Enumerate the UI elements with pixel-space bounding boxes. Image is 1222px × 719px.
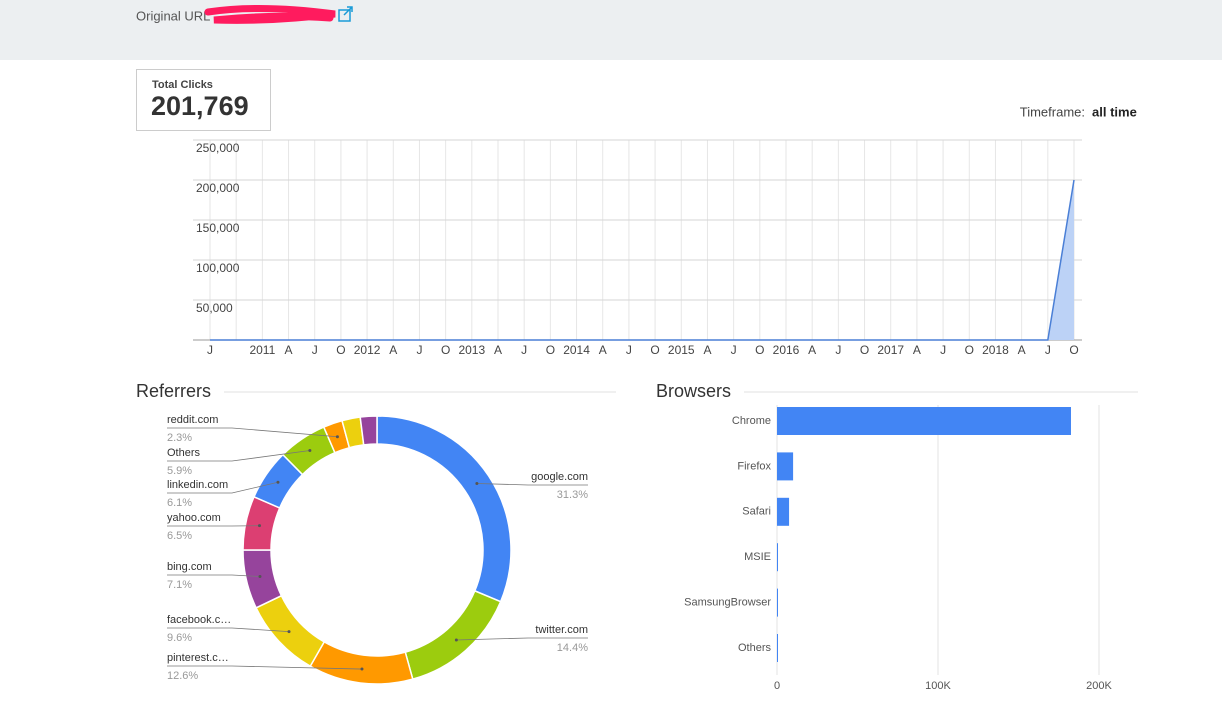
chart-title: Browsers xyxy=(656,381,731,401)
x-tick-label: O xyxy=(441,343,450,357)
x-tick-label: J xyxy=(312,343,318,357)
x-tick-label: O xyxy=(336,343,345,357)
y-tick-label: Others xyxy=(738,642,772,654)
donut-slice xyxy=(243,550,281,608)
y-tick-label: Safari xyxy=(742,506,771,518)
y-tick-label: 100,000 xyxy=(196,261,240,275)
leader-dot xyxy=(336,435,339,438)
slice-label: twitter.com xyxy=(535,624,588,636)
bar xyxy=(777,589,778,617)
donut-slice xyxy=(377,416,511,602)
x-tick-label: 2013 xyxy=(458,343,485,357)
bar xyxy=(777,634,778,662)
timeframe-label: Timeframe: xyxy=(1020,104,1085,119)
bar xyxy=(777,498,789,526)
x-tick-label: J xyxy=(1045,343,1051,357)
x-tick-label: O xyxy=(650,343,659,357)
x-tick-label: A xyxy=(285,343,293,357)
slice-label: linkedin.com xyxy=(167,479,228,491)
stat-label: Total Clicks xyxy=(152,79,213,91)
x-tick-label: O xyxy=(1069,343,1078,357)
y-tick-label: 250,000 xyxy=(196,141,240,155)
y-tick-label: Chrome xyxy=(732,415,771,427)
slice-label: reddit.com xyxy=(167,414,218,426)
leader-dot xyxy=(258,575,261,578)
x-tick-label: A xyxy=(808,343,816,357)
x-tick-label: 200K xyxy=(1086,680,1112,692)
x-tick-label: J xyxy=(835,343,841,357)
x-tick-label: J xyxy=(626,343,632,357)
bar xyxy=(777,452,793,480)
donut-slice xyxy=(405,591,500,679)
leader-dot xyxy=(258,524,261,527)
x-tick-label: 2014 xyxy=(563,343,590,357)
donut-slice xyxy=(310,642,413,684)
leader-dot xyxy=(288,630,291,633)
x-tick-label: 2015 xyxy=(668,343,695,357)
y-tick-label: SamsungBrowser xyxy=(684,597,771,609)
x-tick-label: J xyxy=(940,343,946,357)
leader-dot xyxy=(308,449,311,452)
x-tick-label: 2016 xyxy=(773,343,800,357)
x-tick-label: 100K xyxy=(925,680,951,692)
x-tick-label: A xyxy=(389,343,397,357)
slice-label: yahoo.com xyxy=(167,512,221,524)
slice-label: google.com xyxy=(531,471,588,483)
x-tick-label: A xyxy=(703,343,711,357)
x-tick-label: J xyxy=(207,343,213,357)
slice-value-label: 31.3% xyxy=(557,489,588,501)
slice-value-label: 2.3% xyxy=(167,432,192,444)
y-tick-label: 150,000 xyxy=(196,221,240,235)
x-tick-label: J xyxy=(521,343,527,357)
x-tick-label: O xyxy=(965,343,974,357)
leader-dot xyxy=(475,482,478,485)
stat-value: 201,769 xyxy=(151,91,249,121)
slice-label: Others xyxy=(167,447,201,459)
slice-label: facebook.c… xyxy=(167,614,231,626)
slice-value-label: 7.1% xyxy=(167,579,192,591)
y-tick-label: 200,000 xyxy=(196,181,240,195)
y-tick-label: Firefox xyxy=(737,460,771,472)
donut-slice xyxy=(360,416,377,445)
chart-title: Referrers xyxy=(136,381,211,401)
x-tick-label: A xyxy=(494,343,502,357)
x-tick-label: O xyxy=(546,343,555,357)
y-tick-label: 50,000 xyxy=(196,301,233,315)
leader-dot xyxy=(455,639,458,642)
x-tick-label: A xyxy=(1018,343,1026,357)
x-tick-label: 2017 xyxy=(877,343,904,357)
x-tick-label: J xyxy=(416,343,422,357)
slice-value-label: 6.1% xyxy=(167,497,192,509)
slice-value-label: 9.6% xyxy=(167,632,192,644)
x-tick-label: 2018 xyxy=(982,343,1009,357)
slice-value-label: 6.5% xyxy=(167,530,192,542)
slice-value-label: 14.4% xyxy=(557,642,588,654)
timeframe-value[interactable]: all time xyxy=(1092,104,1137,119)
x-tick-label: 0 xyxy=(774,680,780,692)
y-tick-label: MSIE xyxy=(744,551,771,563)
leader-dot xyxy=(276,481,279,484)
leader-dot xyxy=(360,668,363,671)
x-tick-label: O xyxy=(755,343,764,357)
url-label: Original URL xyxy=(136,8,210,23)
x-tick-label: O xyxy=(860,343,869,357)
x-tick-label: A xyxy=(913,343,921,357)
slice-label: bing.com xyxy=(167,561,212,573)
x-tick-label: 2011 xyxy=(249,343,275,357)
bar xyxy=(777,543,778,571)
bar xyxy=(777,407,1071,435)
slice-label: pinterest.c… xyxy=(167,652,229,664)
slice-value-label: 5.9% xyxy=(167,465,192,477)
x-tick-label: A xyxy=(599,343,607,357)
slice-value-label: 12.6% xyxy=(167,670,198,682)
x-tick-label: 2012 xyxy=(354,343,381,357)
x-tick-label: J xyxy=(731,343,737,357)
